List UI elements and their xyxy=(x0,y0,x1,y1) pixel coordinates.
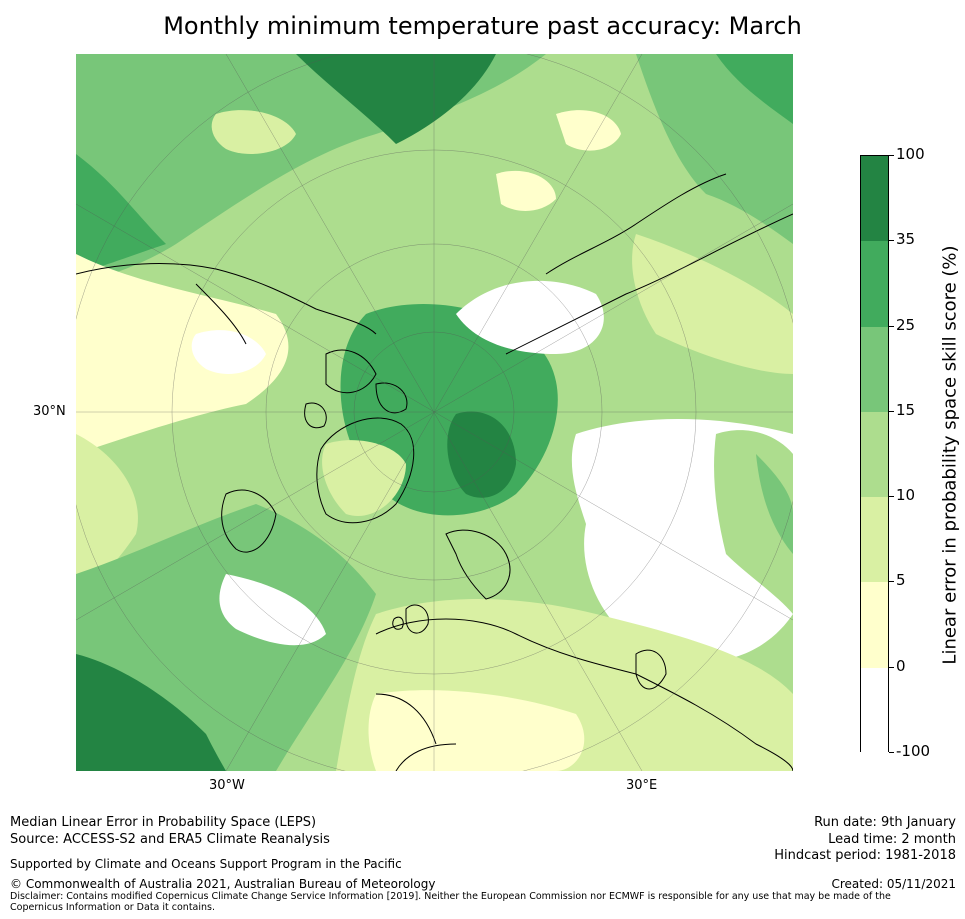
colorbar-segment xyxy=(861,156,888,242)
region-south-pale xyxy=(368,690,585,771)
coastlines xyxy=(76,173,793,771)
colorbar-tick-mark xyxy=(889,496,894,498)
coast-greenland xyxy=(316,417,415,524)
colorbar-tick-label: 5 xyxy=(896,571,906,590)
colorbar-tick-label: 10 xyxy=(896,486,916,505)
region-atlantic-pale xyxy=(219,574,326,646)
footer-leps: Median Linear Error in Probability Space… xyxy=(10,815,317,830)
colorbar-tick-mark xyxy=(889,666,894,668)
colorbar-tick-label: 15 xyxy=(896,400,916,419)
skill-regions xyxy=(76,54,793,771)
region-top-left-dark xyxy=(76,154,166,274)
colorbar-title: Linear error in probability space skill … xyxy=(939,245,961,665)
region-scatter-1 xyxy=(556,110,621,151)
coast-siberia xyxy=(505,173,793,355)
region-far-east-green xyxy=(756,454,793,554)
coast-europe xyxy=(375,618,793,771)
region-east-pale xyxy=(632,234,793,374)
colorbar-segment xyxy=(861,241,888,327)
colorbar-segment xyxy=(861,497,888,583)
footer-created: Created: 05/11/2021 xyxy=(831,877,956,891)
footer-hindcast: Hindcast period: 1981-2018 xyxy=(774,848,956,863)
map-canvas xyxy=(76,54,793,771)
footer-copyright: © Commonwealth of Australia 2021, Austra… xyxy=(10,877,436,891)
colorbar xyxy=(860,155,889,753)
coast-scandinavia xyxy=(445,529,511,600)
region-scatter-3 xyxy=(666,520,706,556)
region-top-right-dark xyxy=(716,54,793,124)
graticule-meridian-60e xyxy=(76,203,793,621)
colorbar-segment xyxy=(861,411,888,498)
colorbar-segment xyxy=(861,582,888,668)
footer-disclaimer: Disclaimer: Contains modified Copernicus… xyxy=(10,891,891,913)
region-mid-white-spot xyxy=(191,330,266,374)
region-top-dark xyxy=(296,54,496,144)
colorbar-segment xyxy=(861,667,888,753)
lon-label-30w: 30°W xyxy=(209,778,245,793)
coast-alaska-canada xyxy=(76,263,377,345)
region-top-right xyxy=(636,54,793,244)
coast-canadian-archipelago xyxy=(304,349,408,429)
colorbar-tick-label: -100 xyxy=(896,742,931,760)
colorbar-tick-mark xyxy=(889,240,894,242)
region-bottom-left-dark xyxy=(76,654,226,771)
region-pale-west xyxy=(76,434,138,594)
skill-score-map xyxy=(76,54,793,771)
colorbar-tick-mark xyxy=(889,410,894,412)
colorbar-segment xyxy=(861,326,888,412)
colorbar-tick-mark xyxy=(889,325,894,327)
coast-british-isles xyxy=(392,604,429,634)
colorbar-tick-label: 25 xyxy=(896,315,916,334)
region-white-spot-north xyxy=(211,110,296,154)
region-arctic-dark xyxy=(447,411,516,498)
colorbar-tick-mark xyxy=(889,752,894,753)
footer-source: Source: ACCESS-S2 and ERA5 Climate Reana… xyxy=(10,832,330,847)
colorbar-tick-mark xyxy=(889,155,894,156)
region-scatter-2 xyxy=(496,170,556,211)
coast-hudson-bay xyxy=(221,489,277,553)
colorbar-tick-mark xyxy=(889,581,894,583)
lat-label-30n: 30°N xyxy=(33,404,66,419)
coast-caspian xyxy=(635,649,667,690)
colorbar-tick-label: 0 xyxy=(896,656,906,675)
chart-title: Monthly minimum temperature past accurac… xyxy=(163,12,802,40)
footer-support: Supported by Climate and Oceans Support … xyxy=(10,857,402,871)
graticule xyxy=(76,54,793,771)
footer-run-date: Run date: 9th January xyxy=(814,815,956,830)
lon-label-30e: 30°E xyxy=(626,778,658,793)
colorbar-tick-label: 100 xyxy=(896,145,925,163)
colorbar-tick-label: 35 xyxy=(896,230,916,249)
region-asia-pale xyxy=(456,280,604,354)
region-pale-northwest xyxy=(76,254,289,454)
footer-lead-time: Lead time: 2 month xyxy=(828,832,956,847)
